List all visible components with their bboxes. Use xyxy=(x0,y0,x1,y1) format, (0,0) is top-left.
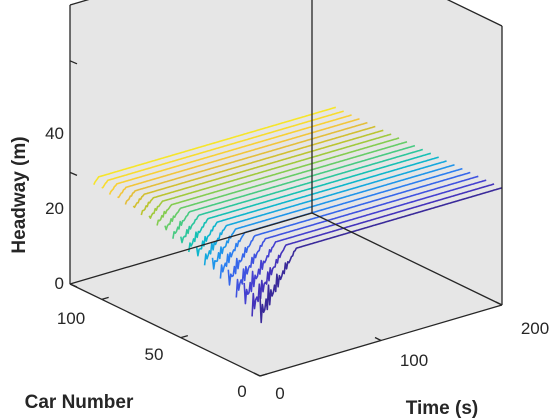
series-line xyxy=(132,125,376,209)
side-pane xyxy=(312,0,502,305)
floor-pane xyxy=(70,213,502,376)
axis-edge xyxy=(311,212,503,306)
axis-edge xyxy=(446,0,503,27)
y-tick-label: 50 xyxy=(145,345,164,364)
series-line xyxy=(188,152,432,253)
series-line xyxy=(203,160,447,266)
series-line xyxy=(117,118,360,199)
series-line xyxy=(140,129,384,216)
series-line xyxy=(156,137,400,226)
ticks-layer xyxy=(69,60,503,377)
y-tick-label: 100 xyxy=(57,309,85,328)
y-tick-mark xyxy=(259,373,268,377)
series-line xyxy=(211,164,455,270)
x-tick-mark xyxy=(495,301,503,306)
x-axis-label: Time (s) xyxy=(406,398,479,419)
x-tick-label: 100 xyxy=(400,351,428,370)
series-line xyxy=(93,106,337,186)
series-line xyxy=(259,187,503,324)
x-tick-label: 0 xyxy=(275,384,284,403)
y-tick-mark xyxy=(101,296,109,300)
series-line xyxy=(148,133,392,219)
series-line xyxy=(164,141,408,231)
z-tick-label: 40 xyxy=(45,124,64,143)
z-tick-mark xyxy=(69,60,78,65)
z-tick-label: 0 xyxy=(55,274,64,293)
series-line xyxy=(108,114,352,195)
series-line xyxy=(195,156,439,257)
series-line xyxy=(227,171,471,286)
x-tick-label: 200 xyxy=(521,319,549,338)
axis-edge xyxy=(69,212,313,285)
axes-panes xyxy=(70,0,502,376)
z-tick-mark xyxy=(69,283,78,288)
z-axis-label: Headway (m) xyxy=(9,136,30,253)
series-line xyxy=(124,121,368,205)
x-tick-mark xyxy=(374,336,382,342)
z-tick-label: 20 xyxy=(45,199,64,218)
series-line xyxy=(235,175,479,298)
series-line xyxy=(243,179,487,305)
back-pane xyxy=(70,0,312,284)
z-tick-mark xyxy=(69,171,78,176)
y-axis-label: Car Number xyxy=(25,392,134,413)
x-tick-mark xyxy=(253,372,261,377)
series-line xyxy=(251,183,495,317)
series-line xyxy=(180,148,423,244)
series-layer xyxy=(93,106,503,324)
series-line xyxy=(101,110,344,189)
series-line xyxy=(172,144,416,239)
y-tick-mark xyxy=(180,335,189,339)
y-tick-label: 0 xyxy=(237,382,246,401)
